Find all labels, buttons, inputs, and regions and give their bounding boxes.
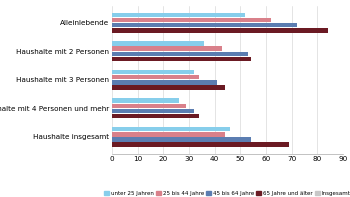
Bar <box>112 85 225 90</box>
Bar <box>112 13 245 17</box>
Bar <box>112 80 217 85</box>
Bar <box>112 142 289 147</box>
Bar <box>112 28 328 33</box>
Bar <box>112 114 199 118</box>
Bar <box>112 41 204 46</box>
Bar <box>112 70 194 74</box>
Bar <box>112 23 297 28</box>
Bar <box>112 75 199 79</box>
Bar <box>112 103 187 108</box>
Bar <box>112 46 222 51</box>
Bar <box>112 57 251 61</box>
Legend: unter 25 Jahren, 25 bis 44 Jahre, 45 bis 64 Jahre, 65 Jahre und älter, Insgesamt: unter 25 Jahren, 25 bis 44 Jahre, 45 bis… <box>102 189 350 197</box>
Bar <box>112 52 248 56</box>
Bar <box>112 109 194 113</box>
Bar <box>112 137 251 142</box>
Bar <box>112 132 225 137</box>
Bar <box>112 18 271 22</box>
Bar <box>112 127 230 131</box>
Bar <box>112 98 179 103</box>
